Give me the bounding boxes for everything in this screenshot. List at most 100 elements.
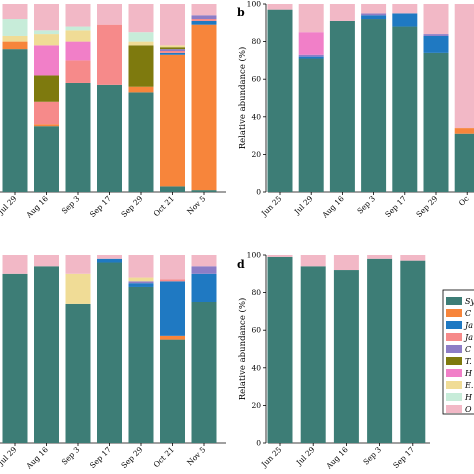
panel-b: b 0 20 40 60 80 100 Relative abundance (%) Jun 2… [237, 0, 474, 220]
bar-segment-O [2, 4, 28, 20]
bar-segment-C2 [128, 281, 154, 284]
bar-segment-Ja [191, 273, 217, 302]
legend-swatch-Sy [446, 297, 462, 305]
y-tick-label: 20 [251, 150, 261, 159]
x-tick-label: Aug 16 [24, 194, 50, 220]
x-tick-label: Jul 29 [292, 194, 315, 217]
bar-segment-Sy [65, 82, 91, 192]
bar-segment-Sy [2, 49, 28, 193]
bar-segment-Sy [160, 186, 185, 192]
bar-segment-Ja [128, 283, 154, 287]
legend-swatch-O [446, 405, 462, 413]
y-tick-label: 60 [251, 75, 261, 84]
bar-segment-Sy [34, 266, 59, 443]
bar-segment-Sy [423, 52, 449, 192]
bar-segment-C1 [34, 124, 59, 127]
bar-segment-ET [128, 41, 154, 46]
bar-segment-Sy [34, 126, 59, 192]
bar-segment-Sy [333, 270, 359, 443]
bar-segment-Ja [97, 258, 122, 263]
x-tick-label: Nov 5 [185, 445, 207, 467]
y-tick-label: 100 [247, 251, 262, 260]
bar-segment-O [128, 4, 154, 33]
bar-segment-Sy [361, 19, 387, 193]
bar-segment-C2 [191, 15, 217, 20]
y-tick-label: 40 [251, 112, 261, 121]
bar-segment-O [160, 4, 185, 46]
x-tick-label: Sep 17 [383, 194, 408, 219]
x-tick-label: Sep 29 [119, 194, 144, 219]
bar-segment-O [329, 4, 355, 21]
bar-segment-ET [65, 273, 91, 304]
bar-segment-O [191, 4, 217, 16]
bar-segment-Ja [392, 13, 418, 27]
x-tick-label: Aug 16 [324, 445, 350, 471]
bar-segment-Sy [300, 266, 326, 443]
x-tick-label: Jul 29 [294, 445, 317, 468]
bar-segment-C2 [298, 54, 324, 57]
bar-segment-Sy [400, 260, 426, 443]
x-tick-label: Jun 25 [259, 194, 284, 219]
legend-label: C [465, 309, 471, 318]
x-tick-label: Aug 16 [24, 445, 50, 471]
bar-segment-O [65, 255, 91, 274]
bar-segment-O [454, 4, 474, 129]
bar-segment-T [34, 75, 59, 102]
bar-segment-Ja2 [97, 24, 122, 85]
bar-segment-Ja [191, 20, 217, 25]
y-tick-label: 20 [251, 401, 261, 410]
legend-swatch-H1 [446, 369, 462, 377]
bar-segment-O [392, 4, 418, 14]
y-tick-label: 0 [256, 188, 261, 197]
bar-segment-O [423, 4, 449, 35]
x-tick-label: Sep 3 [60, 445, 82, 467]
legend-swatch-T [446, 357, 462, 365]
bar-segment-O [34, 255, 59, 267]
bar-segment-O [367, 255, 393, 259]
bar-segment-Ja [160, 52, 185, 55]
bar-segment-Ja [298, 56, 324, 59]
x-tick-label: Sep 17 [391, 445, 416, 470]
bar-segment-Sy [2, 273, 28, 443]
panel-letter-d: d [237, 258, 245, 271]
bar-segment-C2 [423, 34, 449, 36]
bar-segment-O [2, 255, 28, 274]
y-tick-label: 60 [251, 326, 261, 335]
bar-segment-Sy [160, 339, 185, 443]
x-tick-label: Sep 3 [361, 445, 383, 467]
bar-segment-O [34, 4, 59, 31]
legend-box [442, 289, 474, 415]
bar-segment-Sy [267, 9, 293, 193]
bar-segment-Ja2 [34, 101, 59, 125]
bar-segment-O [333, 255, 359, 271]
x-tick-label: Aug 16 [320, 194, 346, 220]
bar-segment-O [97, 4, 122, 25]
x-tick-label: Oc [457, 194, 471, 208]
bar-segment-Ja2 [160, 51, 185, 53]
x-tick-label: Sep 3 [60, 194, 82, 216]
bar-segment-H2 [2, 19, 28, 36]
panel-letter-b: b [237, 6, 245, 19]
legend-label: Ja [463, 333, 473, 342]
bar-segment-C1 [128, 86, 154, 93]
x-tick-label: Jul 29 [0, 445, 19, 468]
bar-segment-C1 [454, 128, 474, 134]
legend-label: C [465, 345, 471, 354]
bar-segment-O [300, 255, 326, 267]
bar-segment-Sy [191, 190, 217, 192]
x-tick-label: Sep 29 [119, 445, 144, 470]
legend-swatch-H2 [446, 393, 462, 401]
legend-label: H [464, 393, 473, 402]
legend-swatch-C1 [446, 309, 462, 317]
bar-segment-O [65, 4, 91, 27]
x-tick-label: Jun 25 [259, 445, 284, 470]
y-axis-label: Relative abundance (%) [237, 47, 248, 150]
bar-segment-Sy [454, 133, 474, 192]
legend-label: Ja [463, 321, 473, 330]
bar-segment-Ja2 [65, 60, 91, 83]
x-tick-label: Sep 17 [88, 194, 113, 219]
bar-segment-C1 [2, 41, 28, 50]
bar-segment-ET [2, 35, 28, 42]
bar-segment-H1 [34, 45, 59, 76]
bar-segment-C2 [191, 266, 217, 274]
